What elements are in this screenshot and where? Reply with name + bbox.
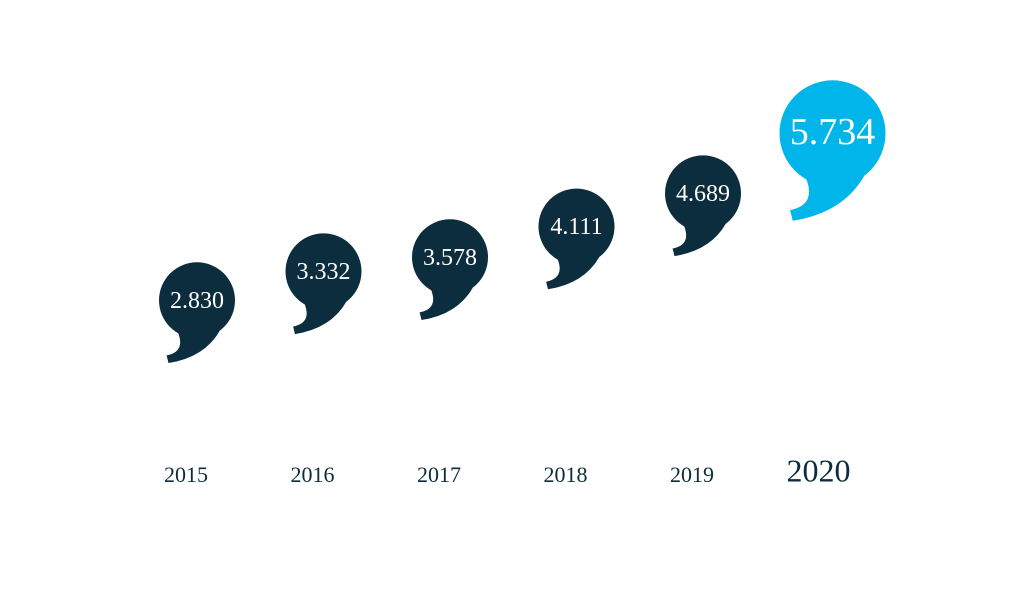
year-label: 2016 — [291, 462, 335, 487]
value-label: 5.734 — [790, 111, 876, 153]
comma-bubble — [159, 262, 235, 363]
value-label: 2.830 — [170, 288, 224, 314]
value-label: 3.332 — [297, 259, 351, 285]
year-label: 2018 — [544, 462, 588, 487]
year-label: 2015 — [164, 462, 208, 487]
comma-bubble — [412, 219, 488, 320]
value-label: 4.111 — [550, 214, 602, 240]
comma-bubble — [538, 188, 615, 290]
year-label: 2019 — [670, 462, 714, 487]
value-label: 4.689 — [676, 181, 730, 207]
comma-bubble — [665, 155, 741, 257]
year-label: 2020 — [787, 452, 851, 488]
value-label: 3.578 — [423, 245, 477, 271]
comma-bubble — [285, 233, 362, 335]
year-label: 2017 — [417, 462, 461, 487]
comma-bubble — [779, 80, 886, 221]
